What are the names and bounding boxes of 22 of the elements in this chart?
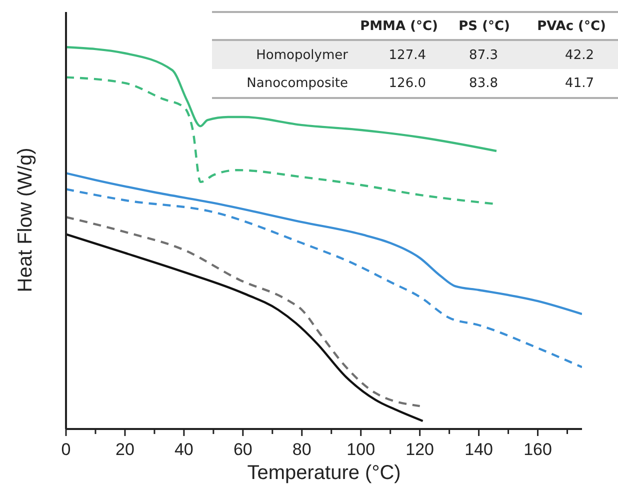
annotation: 41.7 (564, 76, 595, 90)
annotation: 42.2 (564, 48, 595, 62)
x-tick-label: 100 (346, 440, 376, 459)
x-tick-label: 80 (292, 440, 312, 459)
x-tick-label: 120 (406, 440, 434, 459)
x-tick-label: 160 (524, 440, 552, 459)
text: PS (°C) (458, 18, 510, 34)
x-tick-label: 40 (174, 440, 194, 459)
y-axis-title: Heat Flow (W/g) (14, 148, 38, 292)
x-tick-label: 140 (464, 440, 493, 459)
x-tick-label: 60 (233, 440, 252, 459)
annotation: Homopolymer (255, 48, 349, 62)
text: PVAc (°C) (537, 18, 606, 34)
x-tick-label: 0 (61, 440, 71, 459)
text: PMMA (°C) (360, 18, 438, 34)
x-axis-title: Temperature (°C) (246, 462, 402, 485)
annotation: 126.0 (388, 76, 427, 90)
x-tick-label: 20 (116, 440, 134, 459)
annotation: 83.8 (468, 76, 499, 90)
annotation: 127.4 (388, 48, 427, 62)
annotation: 87.3 (468, 48, 499, 62)
annotation: Nanocomposite (246, 76, 349, 90)
